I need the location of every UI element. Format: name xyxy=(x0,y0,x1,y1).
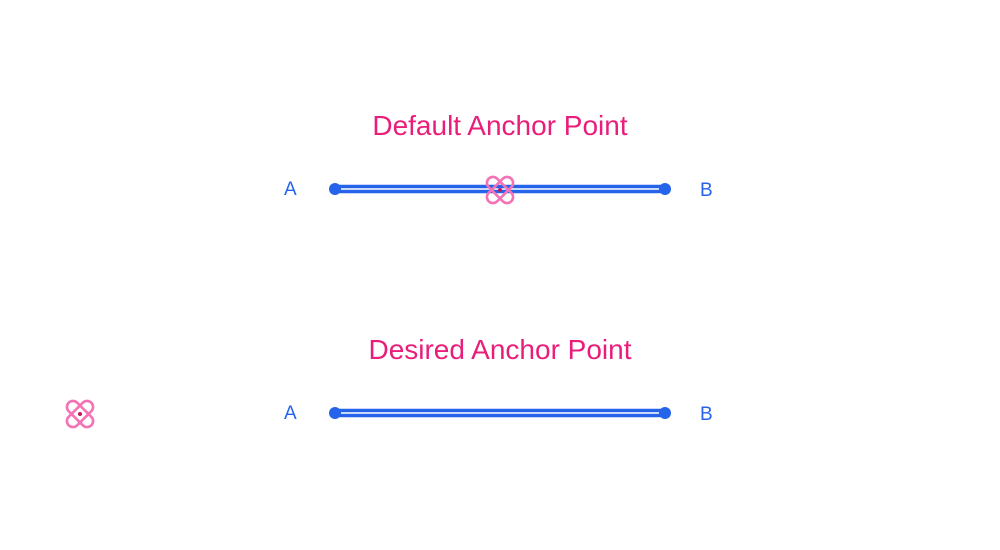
default-anchor-title: Default Anchor Point xyxy=(372,110,628,141)
anchor-point-icon xyxy=(65,399,95,429)
desired-line-segment xyxy=(329,407,671,419)
default-label-a: A xyxy=(284,179,297,200)
endpoint-dot-icon xyxy=(329,183,341,195)
default-label-b: B xyxy=(700,180,713,201)
endpoint-dot-icon xyxy=(659,407,671,419)
endpoint-dot-icon xyxy=(329,407,341,419)
anchor-point-icon xyxy=(485,175,515,205)
desired-label-b: B xyxy=(700,404,713,425)
desired-anchor-title: Desired Anchor Point xyxy=(368,334,632,365)
endpoint-dot-icon xyxy=(659,183,671,195)
desired-label-a: A xyxy=(284,403,297,424)
